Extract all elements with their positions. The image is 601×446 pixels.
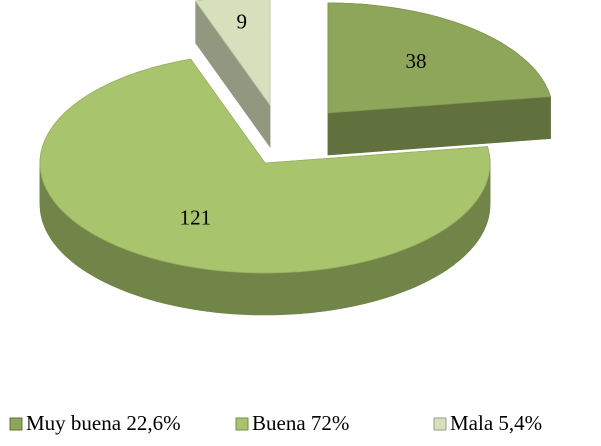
slice-side: [151, 257, 158, 303]
slice-side: [464, 210, 468, 257]
slice-side: [169, 262, 177, 307]
slice-side: [399, 248, 406, 294]
slice-side: [56, 203, 60, 251]
legend-swatch: [235, 417, 249, 431]
slice-side: [99, 237, 105, 283]
slice-side: [82, 226, 87, 273]
slice-side: [213, 269, 222, 314]
data-label: 38: [406, 49, 427, 73]
slice-side: [207, 269, 215, 313]
legend-label: Muy buena 22,6%: [26, 411, 181, 435]
slice-side: [118, 246, 125, 292]
slice-side: [90, 231, 96, 278]
slice-side: [300, 270, 309, 314]
slice-side: [352, 262, 360, 307]
legend-label: Mala 5,4%: [450, 411, 542, 435]
slice: [39, 58, 491, 274]
slice-side: [376, 256, 384, 301]
slice-side: [429, 235, 435, 281]
slice-side: [358, 261, 366, 306]
slice-side: [404, 246, 411, 292]
slice-side: [58, 206, 63, 254]
slice-side: [414, 242, 421, 288]
slice-side: [233, 271, 242, 315]
slice-side: [314, 269, 322, 313]
slice-side: [393, 250, 400, 296]
slice-side: [477, 194, 481, 242]
slice-side: [267, 272, 275, 316]
slice-side: [51, 197, 55, 245]
slice-side: [450, 221, 455, 268]
slice-side: [200, 268, 208, 312]
slice-side: [424, 237, 431, 283]
slice-side: [67, 215, 72, 262]
slice-side: [194, 267, 202, 311]
slice-side: [71, 218, 76, 265]
slice-side: [227, 271, 235, 315]
slice-side: [74, 221, 79, 268]
slice-side: [346, 263, 354, 308]
slice-side: [274, 272, 282, 316]
slice-side: [260, 272, 269, 316]
slice-side: [113, 243, 120, 290]
slice-side: [64, 212, 69, 259]
slice-side: [419, 239, 426, 286]
slice-side: [454, 218, 459, 265]
slice-side: [327, 267, 335, 312]
data-label: 121: [180, 205, 212, 229]
slice-side: [467, 207, 471, 254]
slice-side: [442, 227, 448, 273]
slice-side: [103, 239, 110, 285]
slice-side: [140, 254, 147, 299]
slice-side: [333, 266, 341, 311]
slice-side: [364, 259, 372, 304]
slice-side: [320, 268, 328, 312]
slice: [327, 2, 552, 114]
slice-side: [129, 250, 136, 296]
slice-side: [240, 272, 248, 316]
slice-side: [433, 232, 439, 279]
slice-side: [409, 244, 416, 290]
legend-swatch: [433, 417, 447, 431]
slice-side: [78, 224, 83, 270]
slice-side: [280, 272, 289, 316]
slice-side: [86, 229, 91, 276]
slice-side: [287, 271, 295, 315]
slice-side: [461, 213, 465, 260]
slice-side: [340, 265, 348, 309]
slice-side: [388, 252, 395, 298]
slice-side: [145, 255, 153, 301]
slice-side: [457, 216, 462, 263]
slice-side: [253, 272, 262, 316]
slice-side: [294, 271, 302, 315]
legend-swatch: [9, 417, 23, 431]
slice-side: [370, 258, 378, 303]
slice-side: [188, 266, 196, 310]
slice-side: [470, 203, 474, 251]
slice-side: [123, 248, 130, 294]
slice-side: [438, 229, 444, 276]
data-label: 9: [236, 9, 247, 33]
slice-side: [108, 241, 115, 287]
legend-label: Buena 72%: [252, 411, 349, 435]
slice-side: [157, 259, 164, 304]
slice-side: [61, 209, 66, 256]
slice-side: [472, 200, 476, 248]
slice-side: [94, 234, 100, 281]
slice-side: [134, 252, 141, 298]
slice-side: [307, 269, 315, 314]
slice: [195, 0, 271, 107]
slice-side: [163, 260, 170, 305]
slice-side: [53, 200, 57, 248]
slice-side: [446, 224, 452, 271]
slice-side: [247, 272, 255, 316]
slice-side: [220, 270, 228, 314]
slice-side: [382, 254, 389, 300]
slice-side: [475, 197, 479, 245]
slice-side: [181, 264, 189, 309]
slice-side: [175, 263, 183, 308]
